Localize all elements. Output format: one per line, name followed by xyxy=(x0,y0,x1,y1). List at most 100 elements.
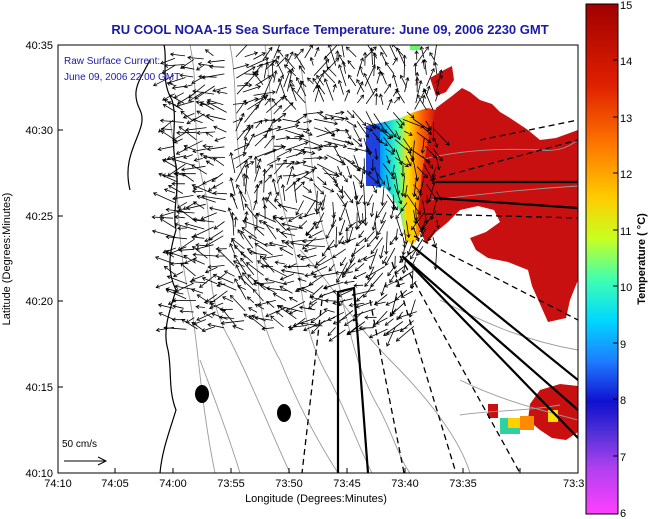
current-vector xyxy=(355,148,372,154)
current-vector-head xyxy=(363,72,368,78)
current-vector-head xyxy=(180,65,185,69)
current-vector-head xyxy=(383,142,389,147)
current-vector-head xyxy=(378,139,383,144)
current-vector-head xyxy=(166,275,171,280)
current-vector-head xyxy=(427,130,433,135)
current-vector-head xyxy=(298,65,303,70)
current-vector-head xyxy=(202,180,207,185)
current-vector-head xyxy=(418,192,423,197)
current-vector xyxy=(381,72,387,85)
current-vector xyxy=(333,316,347,325)
current-vector-head xyxy=(262,204,268,209)
current-vector xyxy=(236,124,251,141)
current-vector-head xyxy=(264,61,269,66)
current-vector-head xyxy=(357,219,362,225)
current-vector xyxy=(204,238,214,242)
current-vector-head xyxy=(287,69,292,74)
current-vector xyxy=(247,274,266,291)
current-vector-head xyxy=(211,312,216,317)
current-vector xyxy=(275,60,285,77)
current-vector xyxy=(163,104,177,113)
current-vector xyxy=(183,154,193,159)
current-vector-head xyxy=(392,133,397,138)
current-vector-head xyxy=(369,47,374,52)
current-vector-head xyxy=(323,78,328,83)
current-vector xyxy=(364,231,375,242)
current-vector xyxy=(232,325,244,331)
current-vector xyxy=(285,58,296,70)
current-vector xyxy=(385,148,395,155)
current-vector-head xyxy=(406,250,411,256)
current-vector xyxy=(435,69,442,93)
current-vector xyxy=(294,48,304,60)
current-vector xyxy=(255,75,271,86)
current-vector xyxy=(298,220,308,229)
current-vector-head xyxy=(245,262,251,266)
current-vector-head xyxy=(244,163,250,168)
current-vector-head xyxy=(385,61,389,66)
current-vector xyxy=(303,120,312,124)
current-vector-head xyxy=(248,83,253,88)
current-vector xyxy=(355,237,367,247)
current-vector xyxy=(289,297,298,302)
current-vector-head xyxy=(211,177,216,182)
current-vector-head xyxy=(388,98,393,103)
current-vector xyxy=(436,219,439,229)
current-vector-head xyxy=(304,243,309,248)
current-vector-head xyxy=(191,189,196,194)
current-vector xyxy=(181,172,195,182)
scale-bar-label: 50 cm/s xyxy=(62,439,97,450)
current-vector-head xyxy=(395,89,400,94)
current-vector xyxy=(169,94,185,104)
current-vector xyxy=(171,158,193,166)
current-vector xyxy=(341,45,345,58)
current-vector-head xyxy=(386,159,391,165)
current-vector xyxy=(310,310,326,324)
current-vector-head xyxy=(254,243,259,247)
current-vector-head xyxy=(353,196,359,201)
current-vector xyxy=(196,306,205,308)
current-vector-head xyxy=(418,79,423,85)
current-vector xyxy=(375,148,377,160)
current-vector xyxy=(313,272,336,278)
current-vector xyxy=(264,135,275,149)
current-vector xyxy=(352,138,363,147)
current-vector-head xyxy=(229,242,234,248)
current-vector-head xyxy=(285,239,290,245)
current-vector-head xyxy=(275,310,280,315)
current-vector xyxy=(315,190,318,212)
current-vector xyxy=(219,316,235,319)
current-vector-head xyxy=(251,314,256,319)
current-vector-head xyxy=(249,124,254,129)
current-vector xyxy=(288,263,297,268)
current-vector xyxy=(248,235,267,246)
current-vector xyxy=(322,167,337,183)
current-vector xyxy=(293,317,316,327)
current-vector xyxy=(351,245,366,257)
current-vector-head xyxy=(350,252,355,257)
current-vector-head xyxy=(286,226,291,232)
current-vector-head xyxy=(365,41,368,45)
current-vector xyxy=(382,256,388,264)
current-vector-head xyxy=(163,188,169,193)
current-vector xyxy=(392,88,399,97)
current-vector xyxy=(168,300,177,305)
current-vector-head xyxy=(180,262,185,267)
current-vector xyxy=(434,138,438,148)
current-vector xyxy=(380,212,387,224)
current-vector xyxy=(272,178,277,194)
current-vector xyxy=(202,311,213,319)
current-vector-head xyxy=(168,185,173,189)
current-vector-head xyxy=(206,146,211,152)
current-vector xyxy=(212,181,224,189)
current-vector xyxy=(403,55,406,78)
current-vector-head xyxy=(392,74,397,79)
current-vector-head xyxy=(171,298,176,303)
current-vector-head xyxy=(338,171,343,177)
current-vector-head xyxy=(410,114,415,119)
current-vector-head xyxy=(327,45,332,48)
current-vector xyxy=(354,284,364,287)
current-vector xyxy=(313,143,332,149)
current-vector-head xyxy=(282,113,287,117)
current-vector-head xyxy=(348,174,353,179)
